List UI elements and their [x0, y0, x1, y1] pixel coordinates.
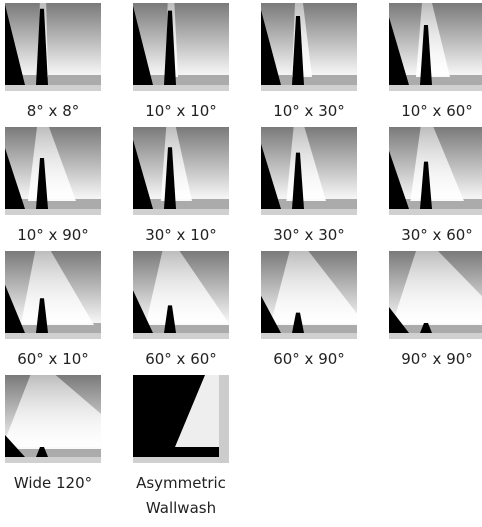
pillar	[292, 152, 304, 209]
wall	[261, 295, 281, 333]
wall	[5, 4, 25, 85]
floor	[133, 199, 229, 209]
beam-image	[5, 127, 101, 215]
beam	[270, 251, 357, 325]
beam-image	[261, 3, 357, 91]
floor	[133, 323, 229, 333]
wall	[5, 435, 25, 457]
beam-image	[389, 251, 482, 339]
floor-front	[133, 333, 229, 339]
item-label: Wide 120°	[13, 474, 93, 492]
floor-front	[5, 333, 101, 339]
floor	[261, 323, 357, 333]
beam-image	[133, 3, 229, 91]
beam-image	[261, 251, 357, 339]
item-label: 90° x 90°	[401, 350, 473, 368]
item-label: 30° x 60°	[401, 226, 473, 244]
item-label: Asymmetric Wallwash	[136, 474, 226, 517]
wall	[389, 307, 409, 333]
beam-image	[389, 127, 482, 215]
floor	[389, 75, 482, 85]
beam-image	[5, 3, 101, 91]
pillar	[292, 16, 304, 85]
floor	[5, 199, 101, 209]
beam	[392, 251, 482, 325]
wall	[5, 148, 25, 209]
wall	[389, 17, 409, 85]
floor	[133, 75, 229, 85]
floor	[5, 75, 101, 85]
pillar	[164, 147, 176, 209]
floor-front	[133, 457, 229, 463]
floor	[261, 199, 357, 209]
wall	[261, 10, 281, 85]
pillar	[36, 447, 48, 457]
item-label: 10° x 60°	[401, 102, 473, 120]
beam-image	[5, 251, 101, 339]
floor-front	[5, 85, 101, 91]
floor-front	[261, 333, 357, 339]
item-label: 60° x 10°	[17, 350, 89, 368]
floor-front	[5, 209, 101, 215]
pillar	[420, 161, 432, 209]
floor-front	[261, 209, 357, 215]
floor	[5, 447, 101, 457]
beam-image	[389, 3, 482, 91]
beam-image	[133, 375, 229, 463]
pillar	[164, 10, 176, 86]
beam-image	[133, 127, 229, 215]
pillar	[420, 25, 432, 85]
beam-image	[5, 375, 101, 463]
floor-front	[133, 85, 229, 91]
floor	[5, 323, 101, 333]
side	[219, 375, 229, 463]
item-label: 30° x 30°	[273, 226, 345, 244]
item-label: 10° x 90°	[17, 226, 89, 244]
beam-image	[133, 251, 229, 339]
floor	[261, 75, 357, 85]
floor-front	[133, 209, 229, 215]
pillar	[36, 298, 48, 333]
beam-image	[261, 127, 357, 215]
floor-front	[261, 85, 357, 91]
floor-front	[389, 333, 482, 339]
item-label: 30° x 10°	[145, 226, 217, 244]
item-label: 10° x 30°	[273, 102, 345, 120]
floor	[389, 199, 482, 209]
beam	[145, 251, 229, 325]
pillar	[420, 323, 432, 333]
pillar	[292, 312, 304, 333]
pillar	[36, 158, 48, 209]
floor-front	[389, 85, 482, 91]
item-label: 8° x 8°	[26, 102, 80, 120]
floor-front	[389, 209, 482, 215]
pillar	[36, 8, 48, 85]
beam	[175, 375, 219, 447]
item-label: 10° x 10°	[145, 102, 217, 120]
floor	[389, 323, 482, 333]
item-label: 60° x 90°	[273, 350, 345, 368]
wall	[133, 5, 153, 85]
pillar	[164, 305, 176, 333]
beam	[5, 375, 101, 449]
pillar	[185, 447, 215, 457]
floor-front	[5, 457, 101, 463]
item-label: 60° x 60°	[145, 350, 217, 368]
